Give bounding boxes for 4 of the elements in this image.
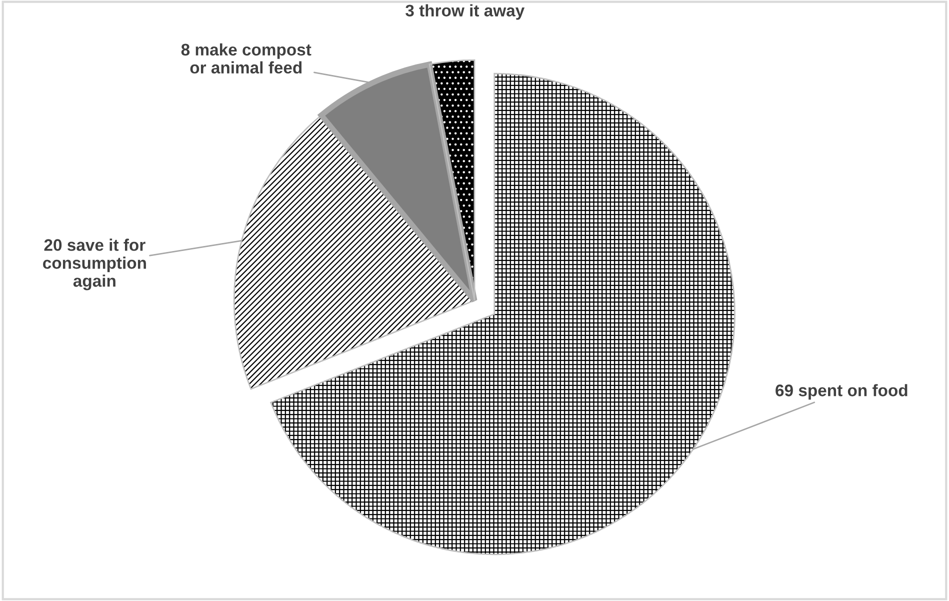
slice-label: 8 make compost or animal feed [181,43,312,74]
slice-label: 69 spent on food [776,384,908,400]
slice-label: 3 throw it away [406,4,525,20]
slice-label: 20 save it for consumption again [43,238,146,290]
